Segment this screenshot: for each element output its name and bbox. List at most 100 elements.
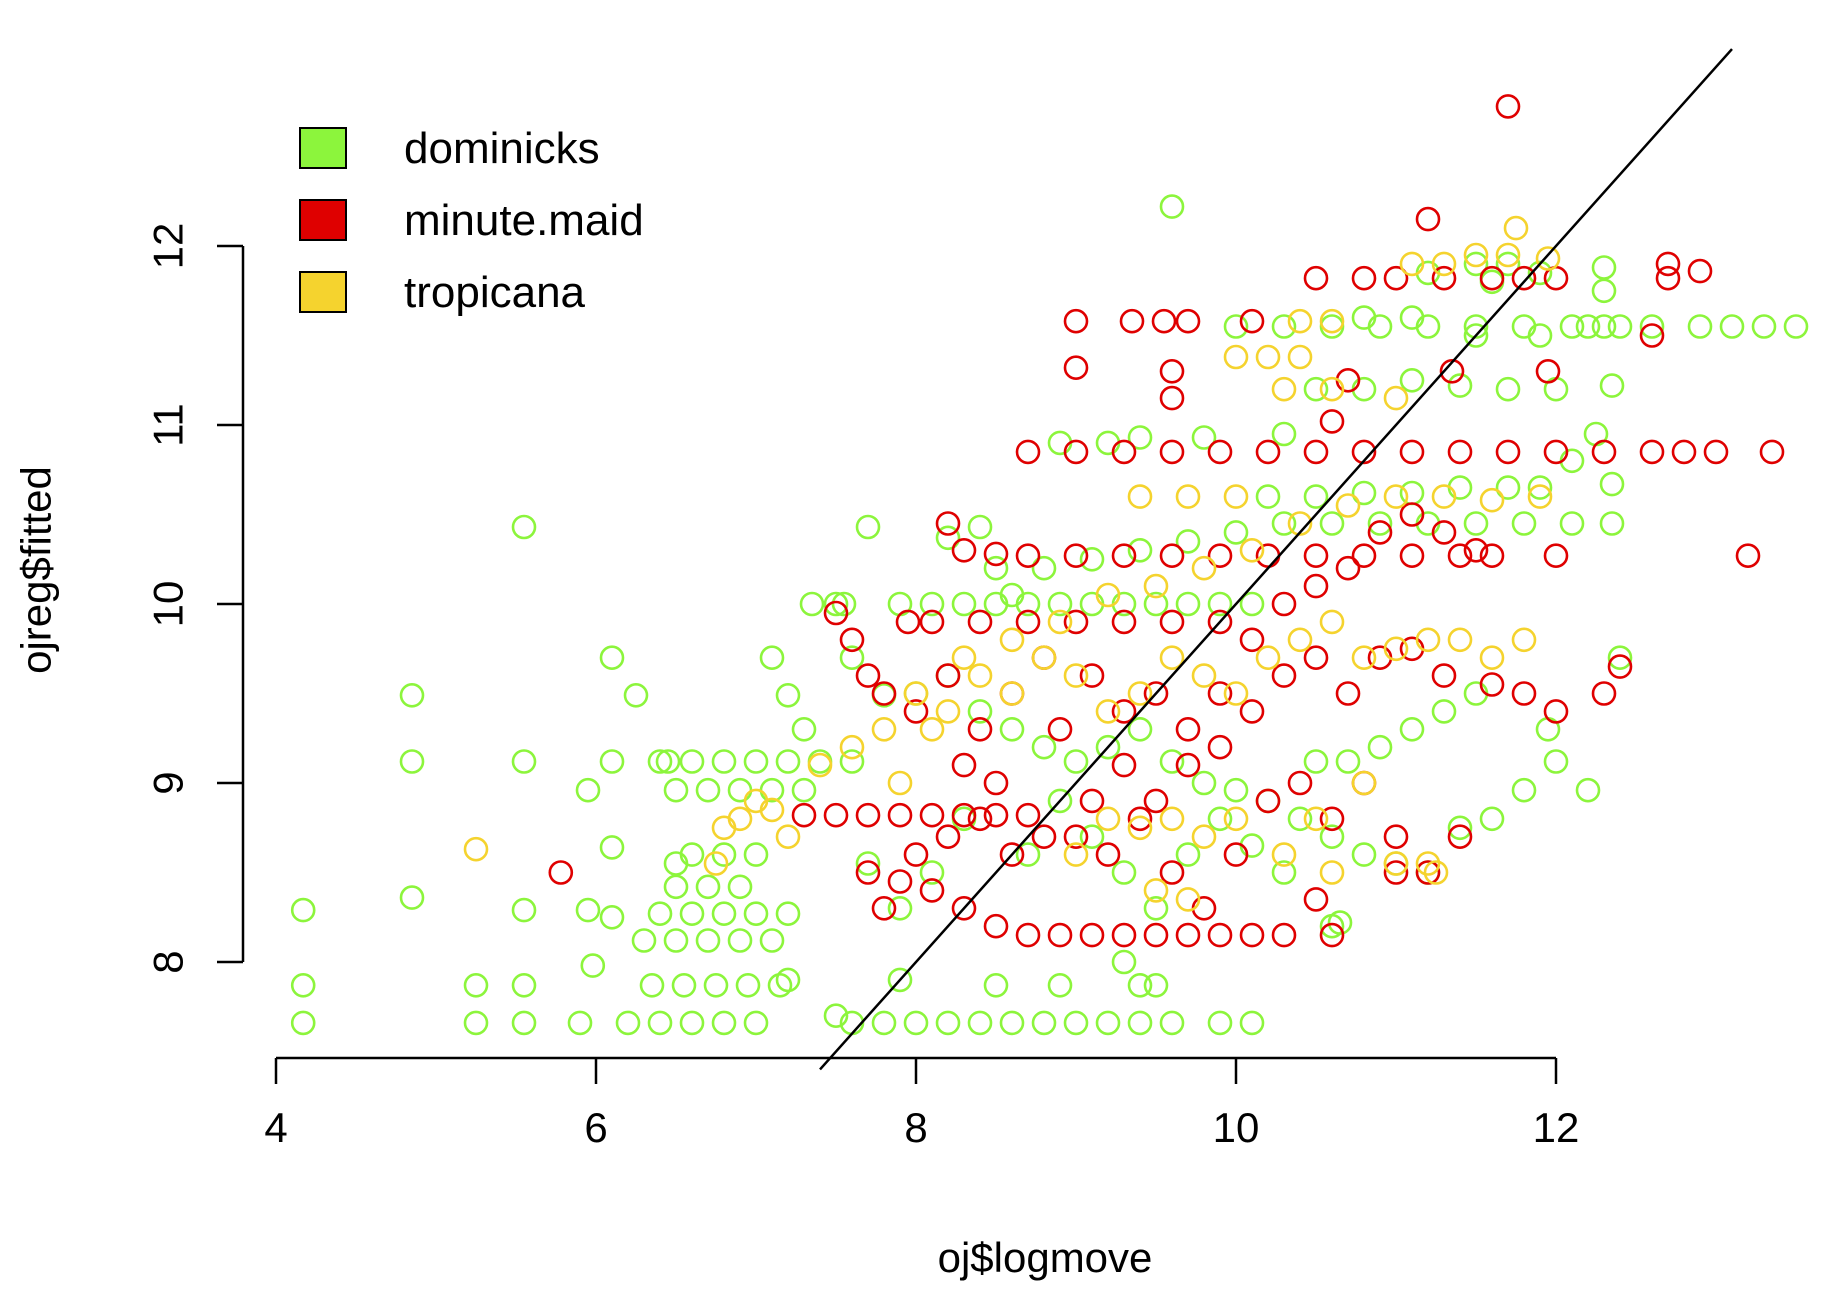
data-point xyxy=(935,1010,961,1036)
data-point xyxy=(935,511,961,536)
data-point xyxy=(711,842,737,867)
data-point xyxy=(1319,922,1345,948)
data-point xyxy=(1047,609,1073,635)
data-point xyxy=(1479,645,1505,671)
data-point xyxy=(1095,1010,1121,1036)
data-point xyxy=(983,770,1009,796)
data-point xyxy=(983,802,1009,828)
data-point xyxy=(1447,627,1473,653)
data-point xyxy=(599,645,625,671)
data-point xyxy=(511,1010,537,1036)
data-point xyxy=(1599,471,1625,497)
data-point xyxy=(511,972,537,998)
data-point xyxy=(1495,94,1521,119)
data-point xyxy=(1535,358,1561,384)
data-point xyxy=(1255,484,1281,509)
data-point xyxy=(727,806,753,832)
data-point xyxy=(1511,627,1537,653)
data-point xyxy=(887,895,913,921)
data-point xyxy=(1383,265,1409,291)
data-point xyxy=(983,541,1009,567)
data-point xyxy=(775,824,801,850)
data-point xyxy=(1607,645,1633,671)
data-point xyxy=(1175,591,1201,617)
data-point xyxy=(759,928,785,953)
data-point xyxy=(1207,591,1233,617)
data-point xyxy=(999,681,1025,706)
data-point xyxy=(1351,842,1377,867)
data-point xyxy=(1047,972,1073,998)
data-point xyxy=(1287,511,1313,536)
data-point xyxy=(463,836,489,862)
data-point xyxy=(1015,802,1041,828)
legend-label: dominicks xyxy=(404,124,600,173)
data-point xyxy=(935,824,961,850)
data-point xyxy=(1431,663,1457,688)
data-point xyxy=(999,842,1025,867)
data-point xyxy=(999,627,1025,653)
data-point xyxy=(1535,246,1561,271)
data-point xyxy=(1599,511,1625,536)
data-point xyxy=(839,734,865,760)
y-tick-label: 9 xyxy=(145,771,192,794)
data-point xyxy=(1367,520,1393,545)
data-point xyxy=(855,802,881,828)
legend-label: minute.maid xyxy=(404,196,644,245)
data-point xyxy=(1287,806,1313,832)
data-point xyxy=(743,901,769,927)
data-point xyxy=(1015,609,1041,635)
data-point xyxy=(1063,842,1089,867)
data-point xyxy=(1335,493,1361,518)
data-point xyxy=(1031,824,1057,850)
data-point xyxy=(1735,543,1761,569)
data-point xyxy=(1111,543,1137,569)
data-point xyxy=(855,663,881,688)
data-point xyxy=(759,797,785,823)
data-point xyxy=(1415,314,1441,339)
data-point xyxy=(1303,749,1329,774)
data-point xyxy=(695,874,721,900)
data-point xyxy=(919,716,945,742)
data-point xyxy=(631,928,657,953)
data-point xyxy=(1383,860,1409,885)
data-point xyxy=(919,609,945,635)
data-point xyxy=(1159,806,1185,832)
data-point xyxy=(1047,591,1073,617)
data-point xyxy=(1063,355,1089,381)
data-point xyxy=(1751,314,1777,339)
data-point xyxy=(1207,439,1233,465)
data-point xyxy=(1351,543,1377,569)
data-point xyxy=(839,645,865,671)
data-point xyxy=(1639,323,1665,348)
x-tick-label: 4 xyxy=(264,1104,287,1151)
data-point xyxy=(1127,484,1153,509)
data-point xyxy=(743,749,769,774)
data-point xyxy=(1447,824,1473,850)
data-point xyxy=(775,967,801,993)
data-point xyxy=(1159,749,1185,774)
data-point xyxy=(871,895,897,921)
data-point xyxy=(1143,788,1169,814)
data-point xyxy=(1319,609,1345,635)
data-point xyxy=(1223,344,1249,370)
data-point xyxy=(1399,480,1425,506)
data-point xyxy=(1607,314,1633,339)
data-point xyxy=(1463,537,1489,563)
data-point xyxy=(1639,314,1665,339)
data-point xyxy=(1591,278,1617,304)
data-point xyxy=(1255,439,1281,465)
data-point xyxy=(1415,627,1441,653)
data-point xyxy=(951,752,977,778)
legend-item-minute-maid: minute.maid xyxy=(299,196,644,245)
data-point xyxy=(1151,308,1177,334)
data-point xyxy=(1015,543,1041,569)
data-point xyxy=(919,860,945,885)
data-point xyxy=(919,802,945,828)
data-point xyxy=(1319,860,1345,885)
data-point xyxy=(871,1010,897,1036)
data-point xyxy=(903,681,929,706)
data-point xyxy=(799,591,825,617)
data-point xyxy=(1127,972,1153,998)
data-point xyxy=(1175,716,1201,742)
data-point xyxy=(1431,484,1457,509)
